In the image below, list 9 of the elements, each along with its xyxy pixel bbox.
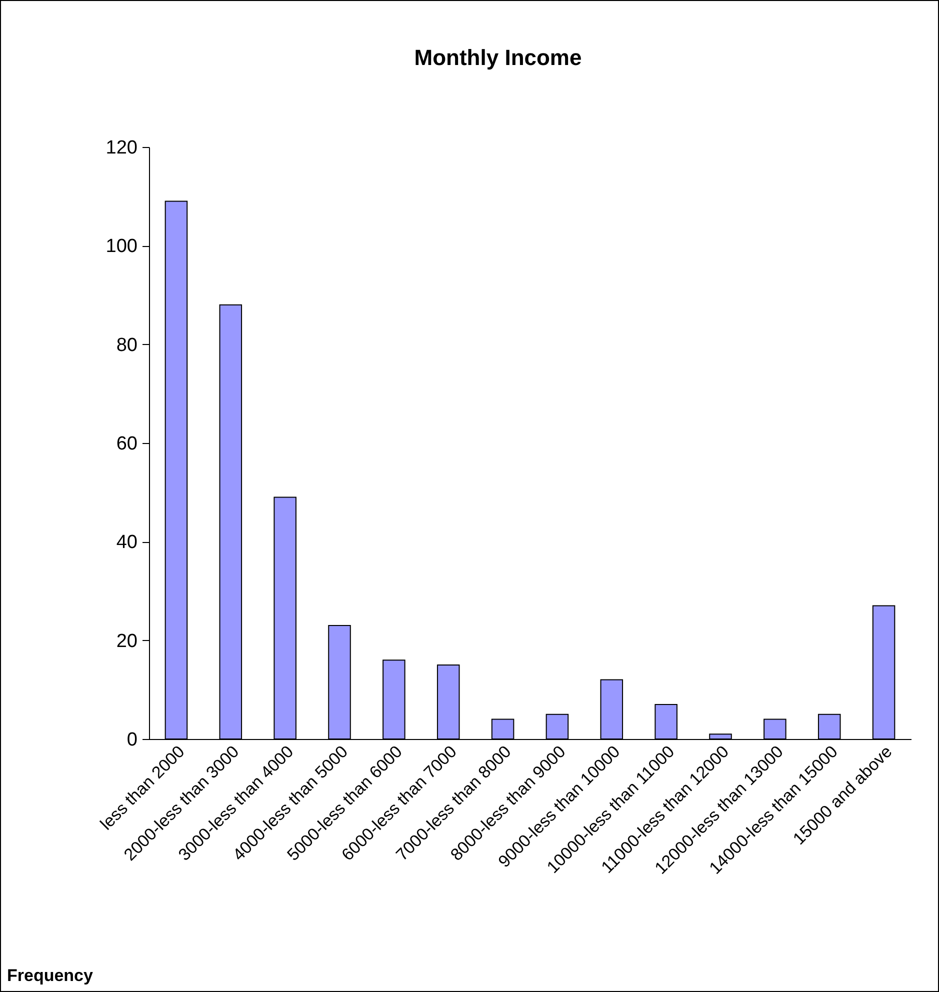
y-tick-label: 0 [126, 730, 138, 750]
text: Frequency [7, 966, 93, 986]
y-tick-label: 120 [106, 138, 138, 158]
y-tick-label: 60 [116, 434, 138, 454]
chart-title: Monthly Income [414, 45, 582, 70]
y-tick-label: 80 [116, 334, 138, 356]
y-tick-label: 40 [116, 532, 138, 554]
y-tick-label: 20 [116, 630, 138, 652]
y-tick-label: 100 [106, 236, 138, 258]
